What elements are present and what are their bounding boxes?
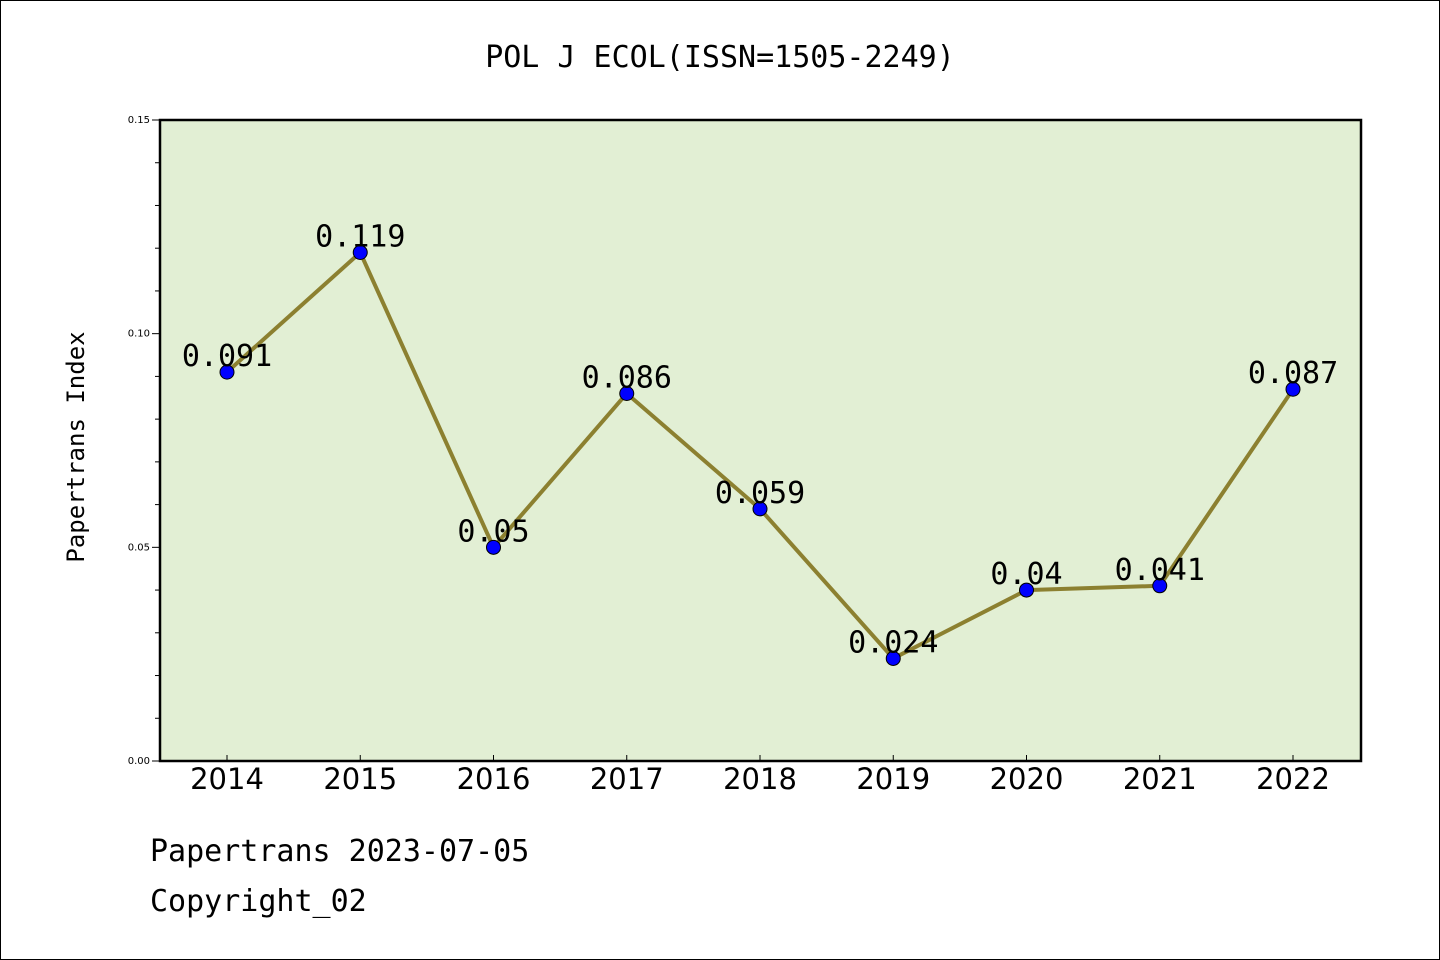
data-label: 0.05: [457, 514, 529, 549]
data-point: [1152, 578, 1168, 594]
x-tick-label: 2014: [190, 762, 264, 796]
data-label: 0.041: [1115, 553, 1205, 588]
x-tick-label: 2016: [457, 762, 531, 796]
data-label: 0.059: [715, 476, 805, 511]
data-point: [1019, 582, 1034, 598]
x-tick-label: 2021: [1123, 762, 1197, 796]
y-tick-label: 0.15: [128, 115, 150, 126]
y-tick-label: 0.00: [128, 756, 150, 767]
data-point: [752, 501, 768, 517]
plot-area: [158, 118, 1363, 763]
x-tick-label: 2019: [856, 762, 930, 796]
data-label: 0.024: [848, 625, 938, 660]
x-tick-label: 2015: [323, 762, 397, 796]
y-tick-label: 0.10: [128, 329, 150, 340]
data-point: [1285, 381, 1301, 397]
chart-title: POL J ECOL(ISSN=1505-2249): [485, 40, 955, 75]
data-markers: [219, 244, 1301, 666]
data-point: [619, 385, 635, 401]
footer-date: Papertrans 2023-07-05: [150, 834, 530, 869]
data-labels: 0.091 0.119 0.05 0.086 0.059 0.024 0.04 0.041 0.…: [182, 219, 1338, 660]
y-axis-label: Papertrans Index: [62, 331, 90, 562]
x-tick-label: 2018: [723, 762, 797, 796]
y-tick-label: 0.05: [128, 542, 150, 553]
data-point: [486, 539, 501, 555]
data-point: [352, 244, 368, 260]
x-tick-label: 2017: [590, 762, 664, 796]
footer-copyright: Copyright_02: [150, 884, 367, 919]
y-axis-ticks: 0.00 0.05 0.10 0.15: [128, 115, 160, 767]
data-label: 0.086: [582, 360, 672, 395]
data-label: 0.087: [1248, 356, 1338, 391]
data-point: [885, 650, 901, 666]
x-axis-ticks: 2014 2015 2016 2017 2018 2019 2020 2021 2022: [190, 755, 1330, 796]
data-point: [219, 364, 235, 380]
data-label: 0.119: [315, 219, 405, 254]
x-tick-label: 2020: [990, 762, 1064, 796]
data-label: 0.04: [990, 557, 1062, 592]
x-tick-label: 2022: [1256, 762, 1330, 796]
data-label: 0.091: [182, 339, 272, 374]
